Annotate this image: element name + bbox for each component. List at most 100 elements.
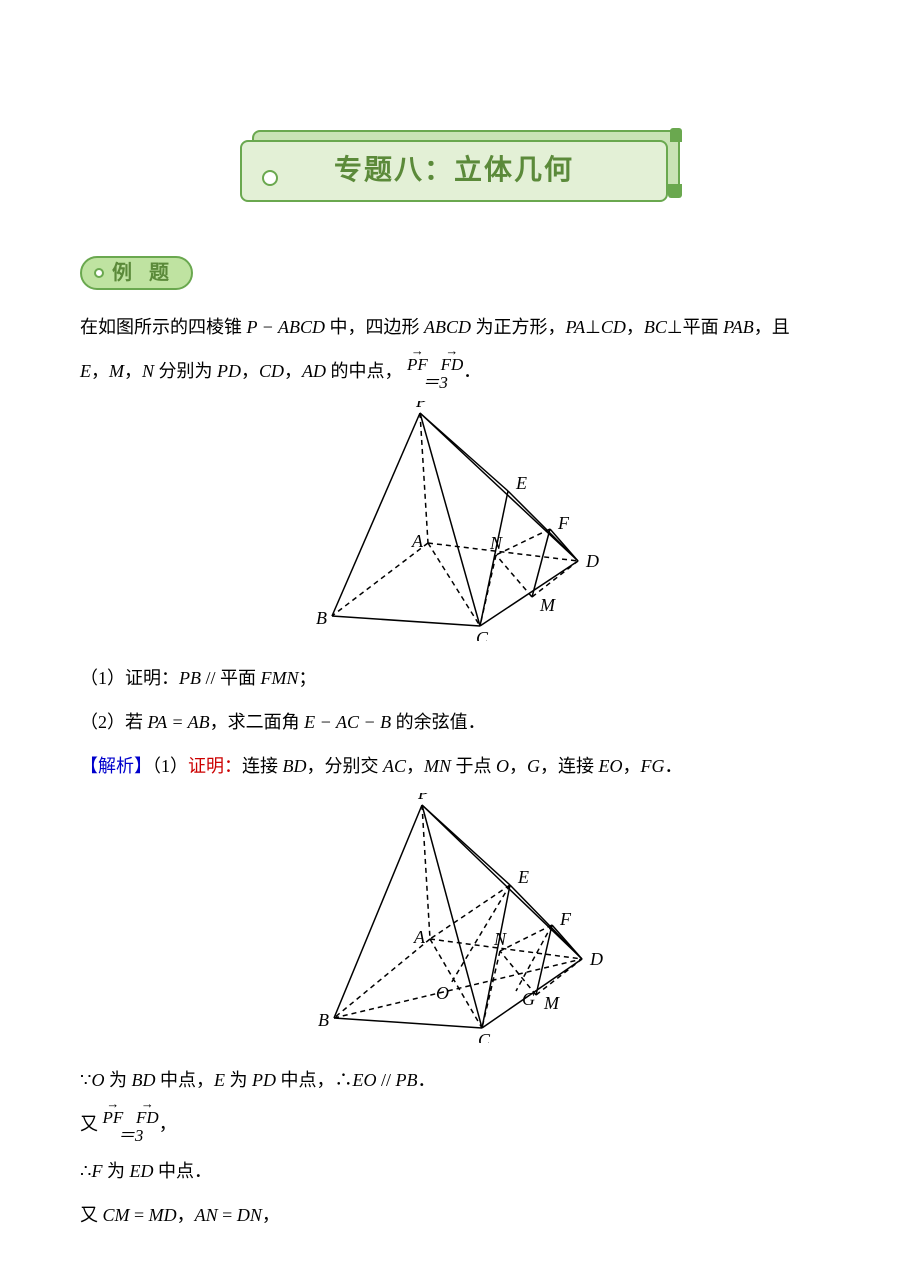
- math: CD: [259, 361, 284, 381]
- text: 为正方形，: [471, 317, 566, 337]
- because-icon: ∵: [80, 1070, 91, 1090]
- text: // 平面: [201, 668, 261, 688]
- text: （1）: [152, 756, 188, 776]
- vec: FD: [136, 1109, 159, 1126]
- math: ＝3: [422, 373, 448, 392]
- text: ，连接: [540, 756, 599, 776]
- figure-1: PABCDEFMN: [80, 401, 840, 651]
- therefore-icon: ∴: [334, 1070, 352, 1090]
- text: 分别为: [154, 361, 217, 381]
- svg-text:C: C: [478, 1030, 491, 1043]
- text: 的余弦值．: [391, 712, 486, 732]
- math: BD: [283, 756, 307, 776]
- perp-icon: ⊥: [667, 317, 683, 337]
- text: ，: [623, 756, 641, 776]
- pyramid-diagram-1: PABCDEFMN: [310, 401, 610, 641]
- text: ．: [417, 1070, 435, 1090]
- prove-label: 证明：: [188, 756, 242, 776]
- text: //: [376, 1070, 395, 1090]
- text: 又: [80, 1205, 103, 1225]
- math: AD: [302, 361, 326, 381]
- solution-line-4: ∴F 为 ED 中点．: [80, 1154, 840, 1188]
- text: 中，四边形: [325, 317, 424, 337]
- solution-tag: 【解析】: [80, 756, 152, 776]
- banner-title: 专题八：立体几何: [334, 148, 574, 194]
- solution-line-1: 【解析】（1）证明：连接 BD，分别交 AC，MN 于点 O，G，连接 EO，F…: [80, 749, 840, 783]
- text: ，分别交: [307, 756, 384, 776]
- math: E − AC − B: [304, 712, 391, 732]
- text: ，: [124, 361, 142, 381]
- math: E: [214, 1070, 225, 1090]
- vector-equation: PF FD ＝3: [407, 355, 463, 391]
- solution-line-3: 又 PF FD ＝3 ，: [80, 1107, 840, 1144]
- math: CM: [103, 1205, 130, 1225]
- math: PB: [395, 1070, 417, 1090]
- text: =: [130, 1205, 149, 1225]
- math: N: [142, 361, 154, 381]
- svg-text:B: B: [316, 608, 327, 628]
- math: E: [80, 361, 91, 381]
- text: 的中点，: [326, 361, 403, 381]
- text: ．: [463, 361, 481, 381]
- banner-dot-icon: [262, 170, 278, 186]
- text: 在如图所示的四棱锥: [80, 317, 247, 337]
- svg-text:M: M: [539, 595, 556, 615]
- math: EO: [599, 756, 623, 776]
- svg-text:P: P: [415, 401, 427, 411]
- svg-text:O: O: [436, 983, 449, 1003]
- text: ，: [91, 361, 109, 381]
- text: （1）证明：: [80, 668, 179, 688]
- math: DN: [237, 1205, 262, 1225]
- vec: PF: [407, 356, 428, 373]
- math: EO: [352, 1070, 376, 1090]
- math: BD: [131, 1070, 155, 1090]
- svg-text:B: B: [318, 1010, 329, 1030]
- text: ，: [159, 1114, 177, 1134]
- math: MD: [149, 1205, 177, 1225]
- text: 连接: [242, 756, 283, 776]
- text: 平面: [683, 317, 724, 337]
- text: 于点: [451, 756, 496, 776]
- question-2: （2）若 PA = AB，求二面角 E − AC − B 的余弦值．: [80, 705, 840, 739]
- text: ，: [177, 1205, 195, 1225]
- text: 中点，: [155, 1070, 214, 1090]
- solution-line-2: ∵O 为 BD 中点，E 为 PD 中点，∴EO // PB．: [80, 1063, 840, 1097]
- text: ，: [509, 756, 527, 776]
- svg-text:F: F: [557, 513, 570, 533]
- math: BC: [644, 317, 667, 337]
- vec: PF: [103, 1109, 124, 1126]
- text: =: [218, 1205, 237, 1225]
- text: ，: [262, 1205, 280, 1225]
- text: 为: [102, 1161, 129, 1181]
- text: ，: [406, 756, 424, 776]
- figure-2: PABCDEFMNOG: [80, 793, 840, 1053]
- text: ．: [665, 756, 683, 776]
- problem-line-1: 在如图所示的四棱锥 P − ABCD 中，四边形 ABCD 为正方形，PA⊥CD…: [80, 310, 840, 344]
- text: 中点，: [276, 1070, 335, 1090]
- math: PD: [217, 361, 241, 381]
- math: FG: [641, 756, 665, 776]
- math: PB: [179, 668, 201, 688]
- svg-text:N: N: [489, 533, 503, 553]
- math: F: [91, 1161, 102, 1181]
- svg-text:A: A: [411, 531, 424, 551]
- text: 中点．: [153, 1161, 212, 1181]
- text: 为: [225, 1070, 252, 1090]
- math: O: [91, 1070, 104, 1090]
- svg-text:E: E: [515, 473, 527, 493]
- svg-text:M: M: [543, 993, 560, 1013]
- section-tag: 例 题: [80, 256, 193, 290]
- text: ，且: [754, 317, 790, 337]
- math: AC: [383, 756, 406, 776]
- therefore-icon: ∴: [80, 1161, 91, 1181]
- math: AN: [195, 1205, 218, 1225]
- math: ＝3: [118, 1126, 144, 1145]
- text: ，: [284, 361, 302, 381]
- text: ；: [299, 668, 317, 688]
- banner-front-layer: 专题八：立体几何: [240, 140, 668, 202]
- text: 又: [80, 1114, 98, 1134]
- math: MN: [424, 756, 451, 776]
- svg-text:G: G: [522, 989, 535, 1009]
- text: ，: [626, 317, 644, 337]
- math: CD: [601, 317, 626, 337]
